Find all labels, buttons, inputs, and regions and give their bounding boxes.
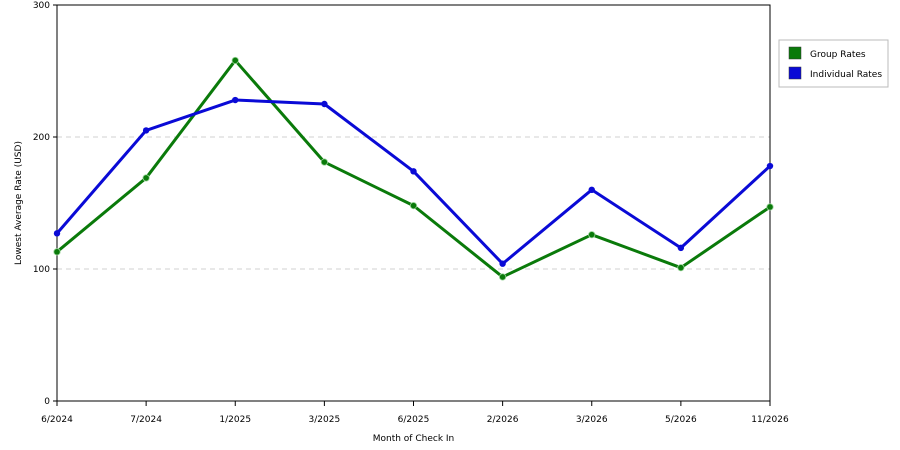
legend-swatch [788, 66, 802, 80]
y-axis-title: Lowest Average Rate (USD) [14, 141, 24, 265]
legend-label: Group Rates [810, 50, 866, 60]
data-point [142, 174, 150, 182]
x-tick-label: 6/2025 [398, 415, 430, 425]
series-group [53, 56, 774, 281]
y-tick-label: 300 [33, 1, 50, 11]
x-tick-label: 3/2026 [576, 415, 608, 425]
x-tick-label: 6/2024 [41, 415, 73, 425]
data-point [588, 186, 595, 193]
data-point [588, 231, 596, 239]
data-point [766, 162, 774, 170]
data-point [677, 264, 685, 272]
data-point [320, 158, 328, 166]
data-point [499, 273, 507, 281]
data-point [231, 56, 239, 65]
y-tick-label: 200 [33, 133, 50, 143]
series-group-rates [53, 56, 774, 281]
data-point [53, 248, 61, 256]
x-tick-label: 2/2026 [487, 415, 519, 425]
x-axis-ticks: 6/2024 7/2024 1/2025 3/2025 6/2025 2/2026 3/20… [41, 401, 789, 425]
x-tick-label: 5/2026 [665, 415, 697, 425]
x-tick-label: 3/2025 [309, 415, 341, 425]
y-axis-ticks: 0 100 200 300 [33, 1, 57, 407]
legend: Group Rates Individual Rates [778, 39, 889, 88]
x-axis-title: Month of Check In [373, 434, 455, 444]
data-point [499, 260, 506, 267]
data-point [142, 127, 150, 134]
data-point [53, 230, 61, 237]
data-point [321, 100, 328, 108]
legend-swatch [788, 46, 802, 60]
x-tick-label: 1/2025 [219, 415, 251, 425]
legend-label: Individual Rates [810, 70, 882, 80]
y-tick-label: 0 [44, 397, 50, 407]
y-tick-label: 100 [33, 265, 50, 275]
data-point [232, 96, 239, 104]
series-line [55, 98, 772, 266]
data-point [409, 202, 418, 210]
x-tick-label: 11/2026 [751, 415, 789, 425]
series-individual-rates [53, 96, 774, 267]
data-point [766, 203, 774, 211]
data-point [677, 244, 685, 252]
x-tick-label: 7/2024 [130, 415, 162, 425]
data-point [410, 168, 417, 175]
